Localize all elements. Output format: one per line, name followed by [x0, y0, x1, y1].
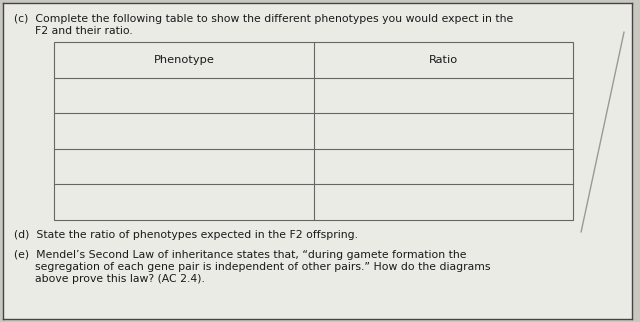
Text: Phenotype: Phenotype: [154, 55, 214, 65]
Text: (c)  Complete the following table to show the different phenotypes you would exp: (c) Complete the following table to show…: [14, 14, 513, 24]
Text: (e)  Mendel’s Second Law of inheritance states that, “during gamete formation th: (e) Mendel’s Second Law of inheritance s…: [14, 250, 467, 260]
Text: segregation of each gene pair is independent of other pairs.” How do the diagram: segregation of each gene pair is indepen…: [14, 262, 490, 272]
Text: F2 and their ratio.: F2 and their ratio.: [14, 26, 132, 36]
Bar: [54, 42, 573, 220]
Text: (d)  State the ratio of phenotypes expected in the F2 offspring.: (d) State the ratio of phenotypes expect…: [14, 230, 358, 240]
Text: Ratio: Ratio: [429, 55, 458, 65]
Text: above prove this law? (AC 2.4).: above prove this law? (AC 2.4).: [14, 274, 205, 284]
